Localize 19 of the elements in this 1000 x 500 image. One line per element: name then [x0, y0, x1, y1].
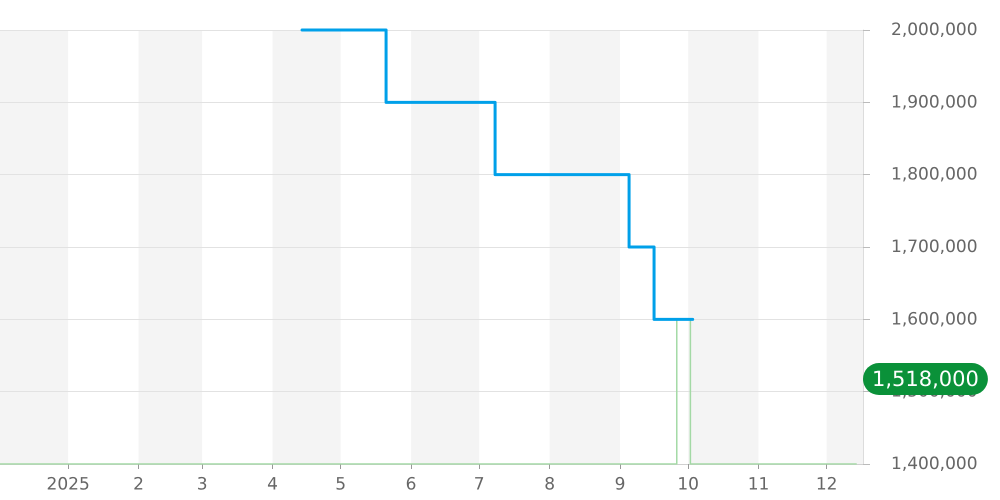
x-tick-label: 10	[677, 474, 699, 494]
x-tick-label: 2	[133, 474, 144, 494]
y-tick-label: 1,900,000	[891, 92, 978, 112]
text: 1,518,000	[872, 367, 979, 391]
y-tick-label: 2,000,000	[891, 20, 978, 40]
x-tick-label: 7	[474, 474, 485, 494]
x-tick-label: 3	[196, 474, 208, 494]
y-tick-label: 1,600,000	[891, 309, 978, 330]
x-tick-label: 2025	[46, 474, 90, 494]
y-tick-label: 1,400,000	[891, 454, 978, 474]
x-tick-label: 11	[748, 474, 770, 494]
x-tick-label: 8	[544, 474, 556, 494]
x-tick-label: 4	[267, 474, 278, 494]
x-tick-label: 12	[816, 474, 838, 494]
x-tick-label: 6	[406, 474, 416, 494]
y-tick-label: 1,700,000	[891, 237, 978, 257]
x-tick-label: 5	[335, 474, 346, 494]
x-tick-label: 9	[614, 474, 626, 494]
y-tick-label: 1,800,000	[891, 164, 978, 185]
